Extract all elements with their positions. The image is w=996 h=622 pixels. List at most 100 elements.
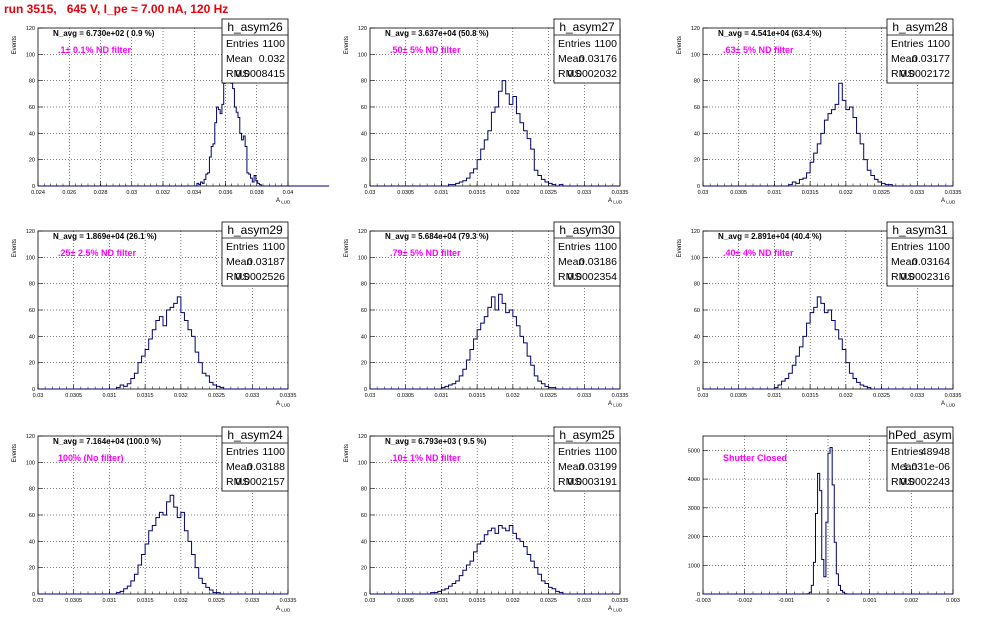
filter-annotation: .79± 5% ND filter	[390, 248, 461, 258]
filter-annotation: .1± 0.1% ND filter	[58, 45, 131, 55]
stats-key-entries: Entries	[226, 241, 259, 253]
y-axis-label: Events	[12, 444, 18, 462]
x-tick-label: 0.0325	[873, 393, 890, 399]
y-tick-label: 80	[29, 79, 35, 85]
y-tick-label: 100	[26, 460, 35, 466]
x-tick-label: 0.0335	[945, 190, 962, 196]
y-tick-label: 60	[29, 513, 35, 519]
stats-key-mean: Mean	[558, 256, 584, 268]
y-tick-label: 40	[29, 539, 35, 545]
x-tick-label: 0.032	[174, 598, 188, 604]
x-tick-label: 0.032	[839, 190, 853, 196]
y-tick-label: 40	[361, 539, 367, 545]
x-tick-label: 0.031	[103, 598, 117, 604]
y-tick-label: 80	[694, 79, 700, 85]
stats-value-entries: 1100	[594, 446, 617, 458]
stats-title: h_asym29	[227, 223, 283, 237]
x-axis-label: A LUD	[941, 401, 956, 408]
x-tick-label: 0.0305	[397, 393, 414, 399]
stats-value-entries: 1100	[594, 241, 617, 253]
stats-key-mean: Mean	[226, 256, 252, 268]
histogram-step-line	[370, 525, 620, 595]
x-tick-label: 0.0315	[802, 190, 819, 196]
x-tick-label: 0.032	[174, 393, 188, 399]
x-tick-label: 0.0305	[65, 598, 82, 604]
x-tick-label: 0.03	[365, 598, 376, 604]
y-tick-label: 0	[364, 184, 367, 190]
x-tick-label: 0.03	[33, 598, 44, 604]
stats-value-entries: 1100	[594, 38, 617, 50]
filter-annotation: .40± 4% ND filter	[723, 248, 794, 258]
x-tick-label: 0.032	[506, 598, 520, 604]
x-tick-label: 0.0305	[730, 190, 747, 196]
y-tick-label: 60	[361, 513, 367, 519]
y-tick-label: 40	[29, 131, 35, 137]
stats-value-mean: 1.031e-06	[903, 461, 950, 473]
y-tick-label: 0	[32, 592, 35, 598]
stats-value-entries: 1100	[262, 446, 285, 458]
y-tick-label: 1000	[688, 563, 700, 569]
stats-key-entries: Entries	[891, 38, 924, 50]
filter-annotation: .63± 5% ND filter	[723, 45, 794, 55]
stats-box	[886, 426, 954, 492]
stats-key-mean: Mean	[226, 461, 252, 473]
stats-key-rms: RMS	[891, 68, 914, 80]
stats-key-entries: Entries	[891, 241, 924, 253]
y-tick-label: 20	[29, 361, 35, 367]
histogram-step-line	[38, 296, 288, 390]
histogram-panel-h_asym29: 0.03 0.0305 0.031 0.0315 0.032 0.0325 0.033 0.0…	[12, 221, 296, 408]
stats-value-mean: 0.03188	[247, 461, 285, 473]
navg-label: N_avg = 3.637e+04 (50.8 %)	[385, 29, 489, 38]
stats-box	[221, 221, 289, 287]
x-axis-label-main: A	[941, 401, 945, 407]
x-tick-label: 0.038	[250, 190, 264, 196]
stats-key-entries: Entries	[558, 241, 591, 253]
stats-key-rms: RMS	[891, 271, 914, 283]
x-tick-label: 0.0315	[469, 598, 486, 604]
x-tick-label: 0.04	[283, 190, 294, 196]
navg-label: N_avg = 2.891e+04 (40.4 %)	[718, 232, 822, 241]
y-tick-label: 60	[361, 105, 367, 111]
x-tick-label: 0.033	[245, 598, 259, 604]
x-tick-label: 0.0325	[208, 598, 225, 604]
stats-title: h_asym26	[227, 20, 283, 34]
y-tick-label: 0	[364, 592, 367, 598]
stats-box	[553, 18, 621, 84]
x-tick-label: 0.028	[94, 190, 108, 196]
stats-key-mean: Mean	[558, 53, 584, 65]
stats-value-entries: 1100	[927, 241, 950, 253]
x-tick-label: 0.001	[863, 598, 877, 604]
y-tick-label: 40	[361, 131, 367, 137]
y-tick-label: 60	[694, 105, 700, 111]
histogram-step-line	[38, 494, 288, 595]
y-tick-label: 0	[32, 387, 35, 393]
stats-key-rms: RMS	[558, 68, 581, 80]
histogram-panel-h_asym31: 0.03 0.0305 0.031 0.0315 0.032 0.0325 0.033 0.0…	[677, 221, 961, 408]
stats-box	[886, 18, 954, 84]
histogram-panel-h_asym28: 0.03 0.0305 0.031 0.0315 0.032 0.0325 0.033 0.0…	[677, 18, 962, 205]
y-tick-label: 20	[361, 361, 367, 367]
x-axis-label-main: A	[276, 401, 280, 407]
histogram-step-line	[703, 296, 953, 390]
x-axis-label-sub: LUD	[280, 200, 291, 205]
histogram-panel-h_asym25: 0.03 0.0305 0.031 0.0315 0.032 0.0325 0.033 0.0…	[344, 426, 628, 613]
y-tick-label: 80	[694, 282, 700, 288]
x-tick-label: 0.0335	[612, 190, 629, 196]
y-tick-label: 20	[361, 158, 367, 164]
x-axis-label-sub: LUD	[280, 608, 291, 613]
x-tick-label: 0.032	[506, 190, 520, 196]
stats-key-entries: Entries	[226, 38, 259, 50]
navg-label: N_avg = 6.730e+02 ( 0.9 %)	[53, 29, 155, 38]
y-axis-label: Events	[677, 36, 683, 54]
x-tick-label: 0.0305	[65, 393, 82, 399]
x-tick-label: 0.03	[365, 393, 376, 399]
y-tick-label: 60	[361, 308, 367, 314]
stats-key-entries: Entries	[558, 38, 591, 50]
y-tick-label: 100	[358, 460, 367, 466]
stats-value-mean: 0.03186	[579, 256, 617, 268]
y-tick-label: 60	[29, 105, 35, 111]
y-tick-label: 120	[358, 229, 367, 235]
x-axis-label: A LUD	[608, 606, 623, 613]
x-tick-label: 0.03	[33, 393, 44, 399]
x-axis-label-main: A	[941, 198, 945, 204]
